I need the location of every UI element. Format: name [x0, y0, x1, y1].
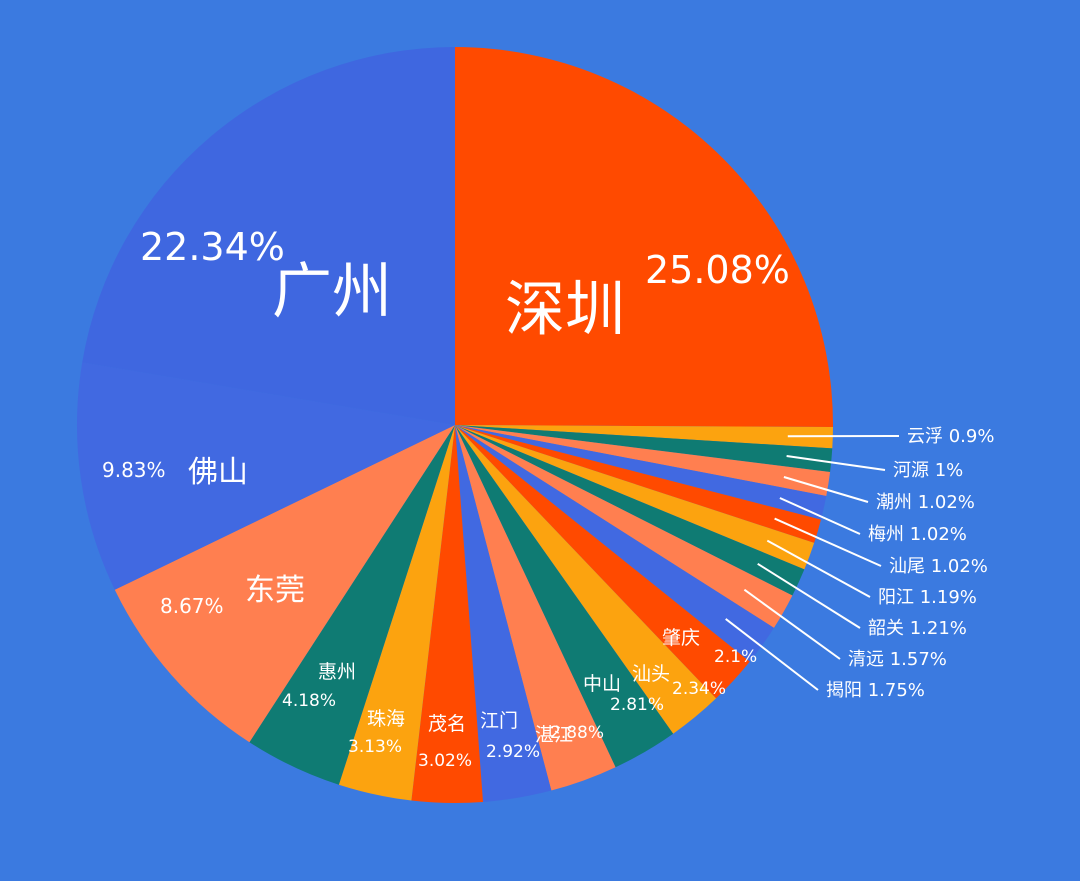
slice-name-label: 深圳 — [505, 275, 625, 345]
pie-slice — [455, 425, 833, 473]
callout-label: 云浮 0.9% — [907, 426, 994, 447]
slice-name-label: 惠州 — [318, 661, 356, 683]
pie-slice — [82, 47, 455, 425]
leader-line — [757, 562, 861, 629]
callout-label: 清远 1.57% — [848, 649, 947, 670]
slice-pct-label: 4.18% — [282, 691, 336, 711]
pie-slice — [455, 425, 750, 699]
pie-slice — [455, 425, 805, 596]
slice-pct-label: 8.67% — [160, 594, 224, 618]
slice-pct-label: 2.34% — [672, 679, 726, 699]
slice-pct-label: 2.88% — [550, 723, 604, 743]
slice-pct-label: 3.13% — [348, 737, 402, 757]
pie-slice — [455, 425, 831, 496]
slice-name-label: 佛山 — [188, 455, 248, 490]
pie-slice — [76, 362, 456, 590]
pie-slice — [411, 425, 484, 804]
slice-name-label: 中山 — [583, 673, 621, 695]
pie-slice — [455, 425, 833, 449]
slice-pct-label: 2.1% — [714, 647, 757, 667]
pie-slice — [455, 425, 827, 520]
pie-slice — [455, 425, 616, 791]
leader-line — [725, 618, 819, 691]
leader-line — [786, 455, 886, 471]
leader-line — [779, 497, 861, 535]
pie-slice — [338, 425, 455, 801]
slice-name-label: 东莞 — [245, 573, 305, 608]
labels-layer: 深圳 25.08% 肇庆 2.1% 汕头2.34% 中山2.81% 湛江2.88% 江门 2.9… — [102, 225, 994, 771]
slice-name-label: 肇庆 — [662, 627, 700, 649]
pie-slice — [455, 425, 815, 570]
pie-slice — [455, 425, 674, 768]
callout-label: 阳江 1.19% — [878, 587, 977, 608]
callout-label: 河源 1% — [893, 460, 963, 481]
slice-pct-label: 9.83% — [102, 458, 166, 482]
callout-label: 梅州 1.02% — [868, 524, 967, 545]
pie-slice — [114, 425, 455, 743]
leader-line — [774, 517, 882, 567]
slice-name-label: 珠海 — [367, 708, 405, 730]
pie-slice — [455, 425, 793, 628]
leader-line — [783, 476, 869, 503]
slice-pct-label: 3.02% — [418, 751, 472, 771]
callout-label: 揭阳 1.75% — [826, 680, 925, 701]
leader-line — [766, 539, 871, 598]
leader-lines — [725, 435, 900, 691]
slice-pct-label: 22.34% — [140, 225, 285, 269]
slices-layer — [76, 47, 833, 804]
pie-slice — [249, 425, 455, 785]
callout-label: 潮州 1.02% — [876, 492, 975, 513]
slice-pct-label: 25.08% — [645, 248, 790, 292]
pie-slice — [455, 425, 774, 662]
slice-pct-label: 2.92% — [486, 742, 540, 762]
slice-name-label: 广州 — [272, 257, 392, 327]
slice-name-label: 江门 — [480, 710, 518, 732]
pie-slice — [455, 425, 821, 543]
callout-label: 韶关 1.21% — [868, 618, 967, 639]
pie-slice — [455, 425, 552, 802]
slice-pct-label: 2.81% — [610, 695, 664, 715]
slice-name-label: 湛江 — [535, 724, 573, 746]
callout-label: 汕尾 1.02% — [889, 556, 988, 577]
pie-slice — [455, 47, 833, 428]
pie-slice — [455, 425, 717, 734]
leader-line — [743, 588, 841, 660]
slice-name-label: 茂名 — [428, 713, 466, 735]
slice-name-label: 汕头 — [632, 663, 670, 685]
